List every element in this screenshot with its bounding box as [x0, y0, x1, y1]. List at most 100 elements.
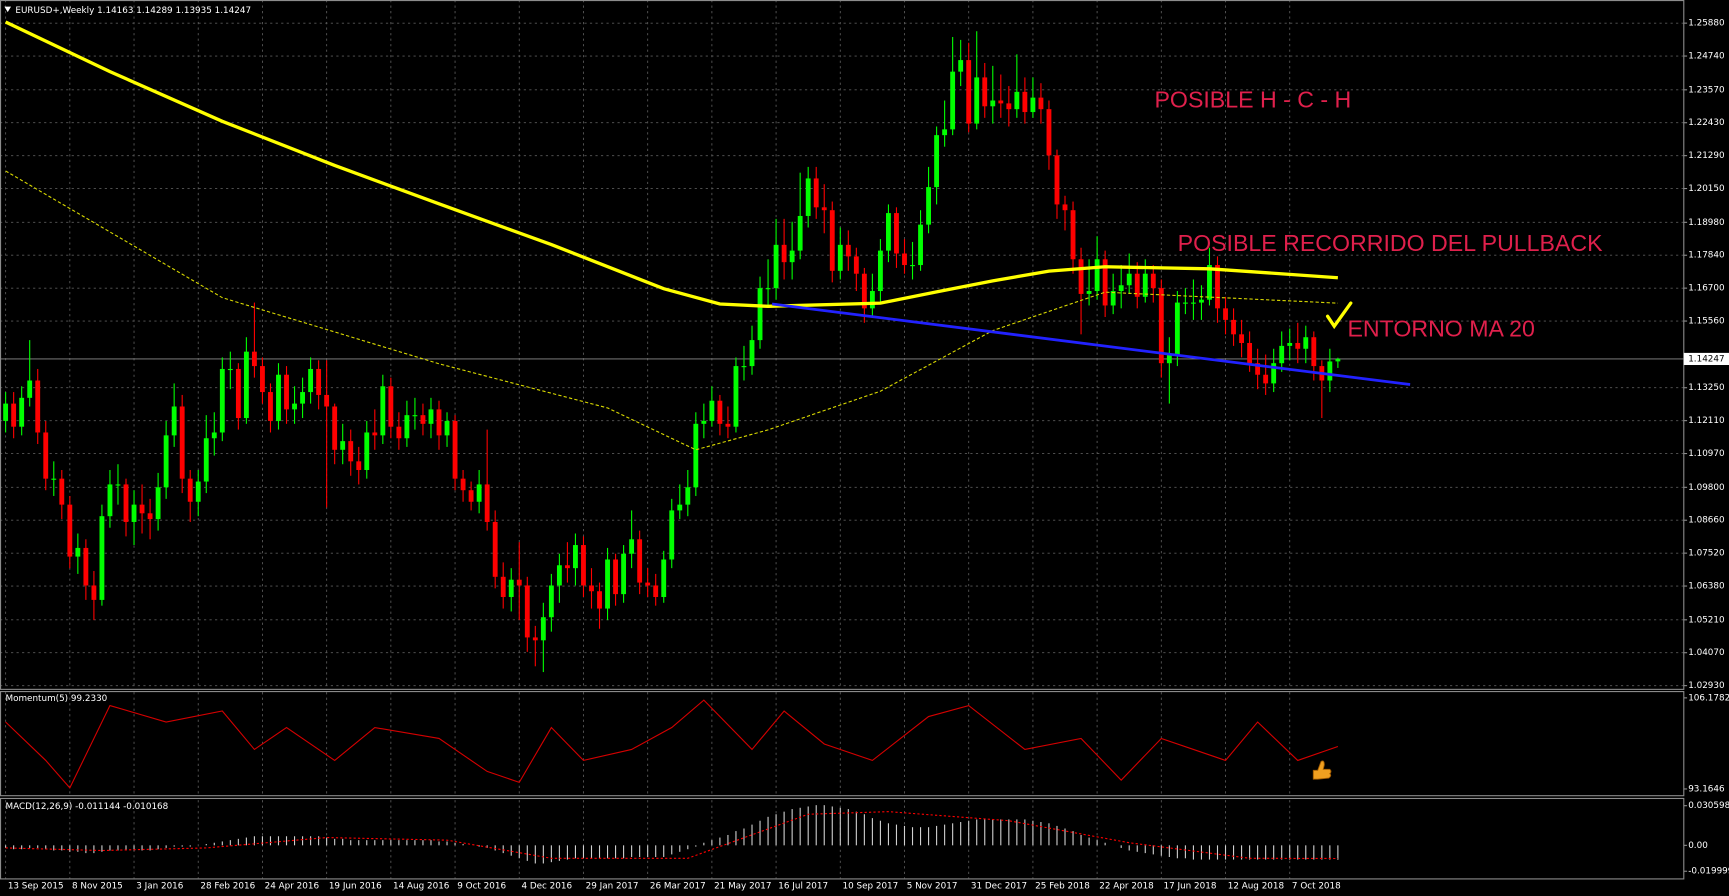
candle-body: [1070, 210, 1076, 260]
candle-body: [107, 484, 113, 517]
x-tick-label: 26 Mar 2017: [650, 882, 706, 892]
candle-body: [203, 438, 209, 482]
candle-body: [621, 553, 627, 595]
x-tick-label: 7 Oct 2018: [1292, 882, 1341, 892]
candle-body: [1207, 265, 1212, 300]
candle-body: [99, 516, 105, 600]
candle-body: [91, 585, 97, 600]
candle-body: [436, 409, 442, 436]
current-price-label: 1.14247: [1688, 354, 1724, 364]
x-tick-label: 9 Oct 2016: [457, 882, 506, 892]
chart-header: EURUSD+,Weekly 1.14163 1.14289 1.13935 1…: [15, 5, 251, 15]
candle-body: [476, 484, 482, 502]
candle-body: [356, 461, 362, 470]
x-tick-label: 31 Dec 2017: [971, 882, 1027, 892]
overlay-line: [4, 20, 1338, 308]
candle-body: [886, 213, 891, 251]
candle-body: [1086, 291, 1092, 294]
candle-body: [765, 288, 771, 290]
candle-body: [348, 441, 354, 462]
candle-body: [589, 585, 594, 592]
candle-body: [276, 374, 281, 421]
y-tick-label: 106.1782: [1688, 693, 1729, 703]
candle-body: [757, 288, 763, 341]
annotation: POSIBLE RECORRIDO DEL PULLBACK: [1178, 230, 1603, 256]
candle-body: [1102, 259, 1108, 306]
candle-body: [1255, 363, 1261, 375]
candle-body: [396, 426, 402, 439]
candle-body: [701, 420, 707, 424]
low-value: 1.13935: [175, 5, 211, 15]
y-tick-label: 0.030598: [1688, 801, 1729, 811]
candle-body: [484, 484, 490, 522]
candle-body: [83, 547, 89, 586]
candle-body: [227, 368, 233, 371]
candle-body: [500, 576, 506, 598]
y-tick-label: 1.25880: [1688, 19, 1725, 29]
candle-body: [709, 400, 715, 421]
candle-body: [597, 591, 602, 609]
candle-body: [653, 585, 659, 598]
y-tick-label: 1.22430: [1688, 118, 1725, 128]
candle-body: [958, 60, 964, 72]
candle-body: [629, 539, 635, 554]
candle-body: [1126, 273, 1132, 286]
candle-body: [1014, 91, 1020, 110]
menu-triangle[interactable]: [4, 6, 12, 13]
momentum-pane-frame: [0, 691, 1685, 797]
candle-body: [845, 244, 851, 257]
x-tick-label: 24 Apr 2016: [265, 882, 320, 892]
candle-body: [51, 478, 57, 480]
candle-body: [380, 386, 386, 436]
candle-body: [821, 207, 827, 211]
candle-body: [573, 545, 578, 569]
candle-body: [1279, 345, 1285, 364]
y-tick-label: -0.019999: [1688, 867, 1729, 877]
candle-body: [1094, 259, 1100, 292]
candle-body: [950, 71, 956, 130]
candle-body: [1223, 308, 1228, 320]
candle-body: [974, 77, 980, 124]
candle-body: [179, 406, 185, 479]
candle-body: [1231, 319, 1236, 335]
x-tick-label: 29 Jan 2017: [586, 882, 639, 892]
candle-body: [902, 253, 907, 266]
candle-body: [556, 565, 562, 586]
candle-body: [548, 585, 554, 618]
x-tick-label: 25 Feb 2018: [1035, 882, 1090, 892]
candle-body: [733, 366, 739, 427]
candle-body: [669, 510, 675, 560]
candle-body: [1287, 342, 1293, 346]
candle-body: [340, 441, 346, 450]
candle-body: [75, 547, 81, 557]
candle-body: [813, 178, 819, 208]
y-tick-label: 1.07520: [1688, 549, 1725, 559]
y-tick-label: 1.05210: [1688, 615, 1725, 625]
candle-body: [1311, 337, 1317, 367]
candle-body: [789, 250, 795, 263]
candle-body: [211, 432, 217, 439]
candle-body: [243, 351, 249, 419]
candle-body: [420, 415, 426, 424]
candle-body: [187, 478, 193, 502]
y-tick-label: 93.1646: [1688, 784, 1725, 794]
candle-body: [990, 100, 996, 107]
candle-body: [877, 250, 883, 292]
candle-body: [123, 484, 129, 522]
x-tick-label: 3 Jan 2016: [136, 882, 184, 892]
candle-body: [894, 213, 899, 254]
candle-body: [1271, 363, 1277, 384]
candle-body: [805, 178, 811, 216]
overlay-line: [5, 170, 1338, 451]
candle-body: [869, 291, 875, 309]
candle-body: [1054, 155, 1060, 205]
y-tick-label: 1.17840: [1688, 251, 1725, 261]
candle-body: [155, 487, 161, 520]
candle-body: [19, 397, 25, 427]
candle-body: [1174, 302, 1180, 355]
candle-body: [1150, 273, 1156, 289]
candle-body: [982, 77, 988, 107]
candle-body: [251, 351, 257, 367]
x-tick-label: 22 Apr 2018: [1099, 882, 1153, 892]
candle-body: [508, 579, 514, 598]
